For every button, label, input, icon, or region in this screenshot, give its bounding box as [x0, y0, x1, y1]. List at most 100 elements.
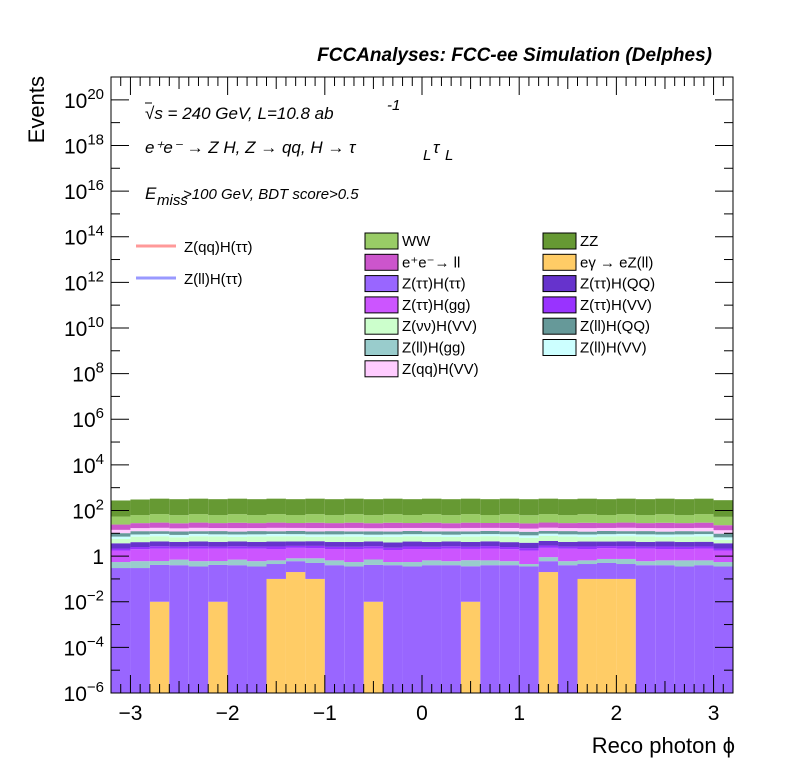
bar-Zll_Hgg	[499, 561, 520, 566]
bar-Znunu_HVV	[344, 536, 364, 543]
bar-ee_ll	[694, 522, 714, 528]
bar-Ztautau_HQQ	[344, 542, 364, 547]
bar-Ztautau_HQQ	[383, 542, 403, 548]
bar-Ztautau_HQQ	[169, 541, 189, 547]
bar-Znunu_HVV	[324, 536, 345, 543]
bar-WW	[519, 515, 539, 524]
bar-Ztautau_HQQ	[616, 541, 636, 547]
bar-WW	[713, 516, 733, 526]
bar-egamma_eZll	[208, 601, 228, 693]
bar-Ztautau_HVV	[305, 545, 325, 549]
series-Ztautau_Htautau	[111, 561, 733, 693]
bar-Ztautau_HVV	[344, 546, 364, 549]
bar-Zll_Hgg	[169, 559, 189, 566]
bar-Zll_Hgg	[558, 561, 578, 566]
bar-egamma_eZll	[577, 578, 597, 693]
legend-label-Zll_Htautau_line: Z(ll)H(ττ)	[184, 271, 243, 288]
bar-Zll_HVV	[422, 534, 442, 537]
bar-Ztautau_Hgg	[499, 549, 520, 562]
bar-Zll_HQQ	[247, 531, 267, 535]
bar-ZZ	[480, 499, 500, 516]
y-tick-label: 10−4	[64, 633, 104, 660]
bar-Znunu_HVV	[111, 538, 131, 544]
bar-WW	[285, 515, 306, 524]
bar-Ztautau_Htautau	[499, 565, 520, 693]
bar-Ztautau_HQQ	[519, 542, 539, 549]
bar-Ztautau_Htautau	[149, 564, 170, 602]
bar-Zll_HQQ	[519, 531, 539, 536]
bar-ZZ	[460, 498, 481, 515]
bar-WW	[441, 515, 461, 524]
bar-Zll_Hgg	[577, 560, 597, 565]
bar-Zll_HQQ	[344, 531, 364, 535]
bar-Ztautau_HQQ	[635, 541, 656, 547]
bar-Znunu_HVV	[499, 536, 520, 543]
bar-ee_ll	[344, 522, 364, 528]
bar-Zll_HVV	[558, 534, 578, 537]
bar-Ztautau_HVV	[324, 546, 345, 549]
y-tick-label: 102	[72, 496, 104, 523]
bar-ee_ll	[558, 523, 578, 529]
bar-ee_ll	[402, 523, 422, 528]
bar-ee_ll	[383, 522, 403, 529]
process-text: e⁺e⁻ → Z H, Z → qq, H → τ	[145, 138, 357, 157]
bar-Ztautau_Hgg	[577, 548, 597, 561]
bar-Ztautau_HVV	[460, 546, 481, 549]
bar-Zll_Hgg	[149, 561, 170, 565]
bar-ee_ll	[499, 522, 520, 528]
bar-Znunu_HVV	[674, 536, 695, 543]
series-Ztautau_Hgg	[111, 547, 733, 565]
energy-text: √s = 240 GeV, L=10.8 ab	[145, 104, 334, 123]
bar-Zll_HVV	[383, 534, 403, 537]
bar-ZZ	[344, 498, 364, 515]
bar-WW	[499, 514, 520, 523]
bar-Znunu_HVV	[519, 537, 539, 543]
bar-Zll_HVV	[247, 534, 267, 537]
bar-ee_ll	[247, 523, 267, 529]
bar-WW	[227, 514, 248, 523]
series-Ztautau_HQQ	[111, 540, 733, 549]
bar-ZZ	[655, 498, 675, 515]
bar-Zll_HQQ	[305, 531, 325, 535]
bar-Zll_HQQ	[130, 531, 150, 535]
bar-Ztautau_HVV	[130, 547, 150, 550]
bar-WW	[655, 514, 675, 523]
bar-Zll_HQQ	[480, 530, 500, 535]
bar-egamma_eZll	[616, 578, 636, 693]
bar-WW	[674, 515, 695, 524]
y-tick-label: 1010	[64, 314, 104, 341]
bar-Ztautau_Hgg	[344, 548, 364, 563]
bar-ZZ	[111, 500, 131, 517]
bar-ee_ll	[519, 523, 539, 529]
bar-Ztautau_HVV	[227, 546, 248, 549]
bar-Zll_HQQ	[577, 531, 597, 535]
bar-Zll_Hgg	[208, 561, 228, 565]
bar-Zll_HVV	[208, 534, 228, 537]
bar-ZZ	[635, 499, 656, 516]
bar-Ztautau_HQQ	[694, 541, 714, 547]
bar-ZZ	[596, 499, 617, 516]
bar-Ztautau_HQQ	[713, 543, 733, 549]
bar-ZZ	[285, 499, 306, 516]
bar-Zqq_HVV	[713, 530, 733, 534]
bar-Zll_HQQ	[713, 533, 733, 538]
bar-ee_ll	[208, 523, 228, 529]
bar-Zqq_HVV	[305, 528, 325, 532]
bar-Ztautau_Htautau	[383, 565, 403, 693]
bar-ee_ll	[713, 525, 733, 531]
energy-exponent: -1	[387, 97, 400, 114]
bar-Zqq_HVV	[247, 528, 267, 532]
bar-WW	[558, 515, 578, 524]
bar-Zll_Hgg	[694, 560, 714, 566]
bar-Ztautau_Htautau	[266, 564, 286, 579]
bar-Ztautau_Hgg	[227, 548, 248, 560]
bar-Zll_HVV	[324, 534, 345, 537]
axis-ticks: −3 −2 −1 0 1 2 3 10−6 10−4 10−2 1 102 104 106 108 1010 1…	[64, 77, 734, 725]
bar-ZZ	[305, 498, 325, 515]
bar-Zll_HQQ	[635, 531, 656, 535]
bar-WW	[480, 515, 500, 524]
bar-ee_ll	[188, 522, 209, 528]
bar-WW	[305, 514, 325, 523]
bar-Ztautau_Htautau	[460, 566, 481, 602]
bar-ZZ	[422, 498, 442, 515]
